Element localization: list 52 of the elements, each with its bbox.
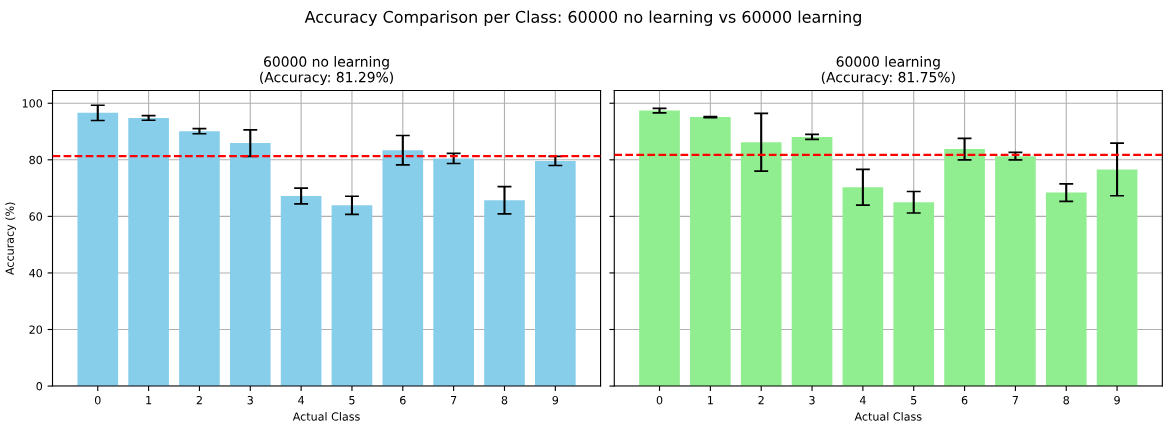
y-tick-label: 60	[29, 212, 43, 221]
x-tick-label: 1	[146, 396, 152, 405]
bar	[639, 110, 680, 387]
bar	[128, 117, 169, 387]
y-tick-label: 100	[22, 99, 43, 108]
x-tick-label: 6	[961, 395, 968, 405]
bar	[331, 205, 373, 387]
bar	[382, 150, 424, 387]
x-axis-title: Actual Class	[292, 412, 360, 421]
bar	[893, 202, 935, 387]
bar	[1045, 192, 1087, 387]
x-tick-label: 4	[859, 396, 866, 405]
bar	[280, 196, 322, 387]
x-tick-label: 2	[196, 395, 202, 405]
bar	[1096, 169, 1138, 387]
bar	[944, 149, 985, 387]
x-tick-label: 9	[1114, 395, 1120, 405]
x-tick-label: 7	[1012, 396, 1018, 405]
x-tick-label: 8	[501, 395, 508, 405]
x-tick-label: 7	[451, 396, 457, 405]
bar	[995, 156, 1036, 387]
x-tick-label: 3	[809, 395, 815, 405]
y-tick-label: 80	[29, 155, 43, 165]
bar	[690, 117, 731, 387]
bar	[534, 160, 576, 387]
chart-title: 60000 no learning (Accuracy: 81.29%)	[260, 56, 393, 86]
x-tick-label: 9	[552, 395, 559, 405]
bar	[791, 136, 833, 387]
x-tick-label: 3	[247, 395, 253, 405]
bar	[740, 142, 782, 387]
bar	[433, 158, 474, 387]
y-tick-label: 20	[29, 325, 43, 334]
bar	[179, 131, 220, 387]
x-tick-label: 4	[298, 396, 305, 405]
bar	[484, 200, 525, 387]
text: Accuracy Comparison per Class: 60000 no learning vs 60000 learning	[304, 10, 861, 26]
x-tick-label: 0	[94, 395, 101, 405]
x-tick-label: 2	[758, 395, 764, 405]
x-axis-title: Actual Class	[854, 412, 922, 421]
x-tick-label: 8	[1063, 395, 1070, 405]
x-tick-label: 1	[708, 396, 713, 405]
bar	[229, 143, 271, 387]
chart-title: 60000 learning (Accuracy: 81.75%)	[821, 56, 955, 86]
x-tick-label: 6	[400, 395, 406, 405]
y-tick-label: 40	[29, 268, 43, 278]
x-tick-label: 0	[656, 395, 663, 405]
x-tick-label: 5	[911, 396, 917, 405]
bar	[77, 112, 119, 387]
y-tick-label: 0	[36, 382, 43, 391]
y-axis-title: Accuracy (%)	[5, 202, 17, 275]
bar	[842, 187, 884, 387]
x-tick-label: 5	[349, 396, 355, 405]
